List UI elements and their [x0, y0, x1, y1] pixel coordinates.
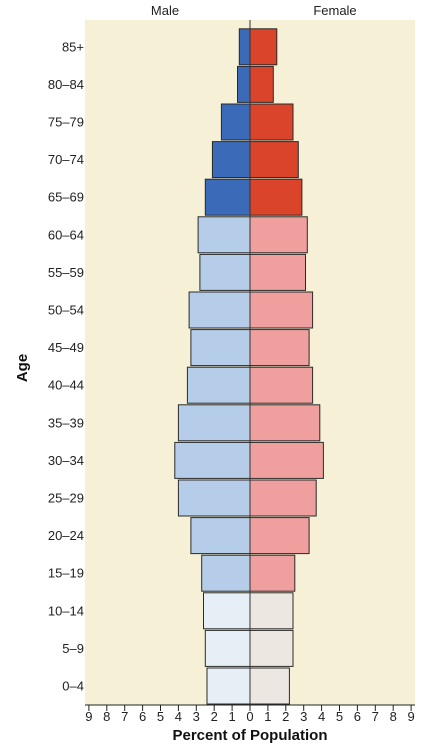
male-bar-35–39 — [177, 404, 251, 442]
female-bar-0–4 — [249, 667, 290, 705]
x-tick-label: 2 — [211, 709, 218, 724]
female-bar-5–9 — [249, 629, 294, 667]
age-label: 70–74 — [48, 152, 84, 167]
female-bar-55–59 — [249, 253, 306, 291]
male-bar-40–44 — [186, 366, 251, 404]
x-tick-label: 1 — [264, 709, 271, 724]
age-label: 75–79 — [48, 115, 84, 130]
female-bar-70–74 — [249, 141, 299, 179]
female-bar-15–19 — [249, 554, 296, 592]
age-label: 80–84 — [48, 77, 84, 92]
x-tick-label: 0 — [246, 709, 253, 724]
female-bar-65–69 — [249, 178, 303, 216]
male-header: Male — [151, 3, 179, 18]
female-bar-40–44 — [249, 366, 314, 404]
age-label: 0–4 — [62, 679, 84, 694]
male-bar-60–64 — [197, 216, 251, 254]
age-label: 10–14 — [48, 603, 84, 618]
female-bar-50–54 — [249, 291, 314, 329]
female-header: Female — [313, 3, 356, 18]
male-bar-5–9 — [204, 629, 251, 667]
male-bar-85+ — [238, 28, 251, 66]
male-bar-70–74 — [211, 141, 251, 179]
age-label: 40–44 — [48, 378, 84, 393]
y-axis-title: Age — [14, 354, 31, 382]
age-label: 5–9 — [62, 641, 84, 656]
age-labels: 0–4 5–9 10–14 15–19 20–24 25–29 30–34 35–39 40–4… — [48, 39, 84, 693]
x-tick-label: 8 — [103, 709, 110, 724]
age-label: 20–24 — [48, 528, 84, 543]
x-tick-label: 3 — [193, 709, 200, 724]
x-axis-title: Percent of Population — [172, 727, 327, 744]
x-tick-label: 1 — [228, 709, 235, 724]
x-tick-label: 9 — [85, 709, 92, 724]
male-bar-75–79 — [220, 103, 251, 141]
female-bar-45–49 — [249, 329, 310, 367]
male-bar-25–29 — [177, 479, 251, 517]
x-tick-label: 7 — [121, 709, 128, 724]
female-bar-60–64 — [249, 216, 308, 254]
age-label: 30–34 — [48, 453, 84, 468]
male-bar-30–34 — [174, 441, 251, 479]
female-bar-20–24 — [249, 517, 310, 555]
age-label: 25–29 — [48, 491, 84, 506]
x-tick-label: 4 — [318, 709, 325, 724]
female-bar-30–34 — [249, 441, 324, 479]
age-label: 45–49 — [48, 340, 84, 355]
age-label: 35–39 — [48, 415, 84, 430]
x-tick-label: 6 — [139, 709, 146, 724]
male-bar-20–24 — [190, 517, 251, 555]
male-bar-55–59 — [199, 253, 251, 291]
female-bar-80–84 — [249, 65, 274, 103]
male-bar-15–19 — [201, 554, 251, 592]
male-bar-65–69 — [204, 178, 251, 216]
age-label: 60–64 — [48, 227, 84, 242]
x-tick-label: 3 — [300, 709, 307, 724]
age-label: 85+ — [62, 39, 84, 54]
age-label: 55–59 — [48, 265, 84, 280]
female-bar-10–14 — [249, 592, 294, 630]
x-tick-label: 8 — [390, 709, 397, 724]
female-bar-75–79 — [249, 103, 294, 141]
female-bar-85+ — [249, 28, 278, 66]
male-bar-50–54 — [188, 291, 251, 329]
female-bar-25–29 — [249, 479, 317, 517]
male-bar-45–49 — [190, 329, 251, 367]
x-tick-label: 2 — [282, 709, 289, 724]
age-label: 15–19 — [48, 566, 84, 581]
age-label: 65–69 — [48, 190, 84, 205]
male-bars — [174, 28, 251, 705]
female-bar-35–39 — [249, 404, 321, 442]
male-bar-0–4 — [206, 667, 251, 705]
age-label: 50–54 — [48, 303, 84, 318]
male-bar-10–14 — [203, 592, 251, 630]
x-tick-label: 6 — [354, 709, 361, 724]
x-tick-label: 5 — [336, 709, 343, 724]
x-tick-label: 5 — [157, 709, 164, 724]
x-tick-label: 9 — [407, 709, 414, 724]
x-tick-label: 7 — [372, 709, 379, 724]
x-tick-label: 4 — [175, 709, 182, 724]
male-bar-80–84 — [237, 65, 251, 103]
